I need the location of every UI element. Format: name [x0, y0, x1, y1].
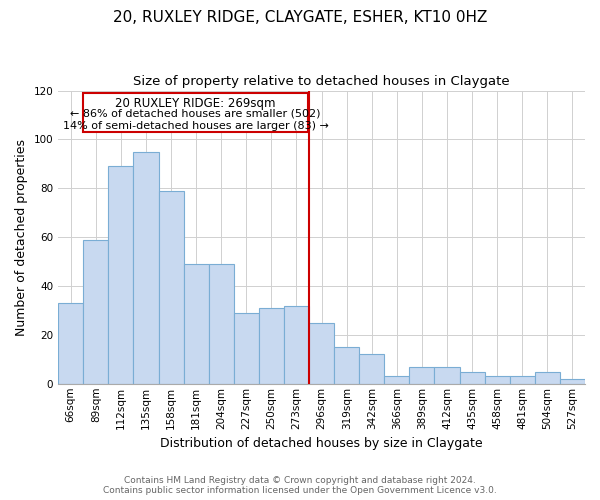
Bar — [83, 240, 109, 384]
Bar — [510, 376, 535, 384]
Y-axis label: Number of detached properties: Number of detached properties — [15, 138, 28, 336]
Bar — [560, 379, 585, 384]
Bar — [209, 264, 234, 384]
FancyBboxPatch shape — [83, 93, 308, 132]
Text: 14% of semi-detached houses are larger (83) →: 14% of semi-detached houses are larger (… — [62, 121, 328, 131]
Bar — [385, 376, 409, 384]
Bar — [409, 366, 434, 384]
Bar — [184, 264, 209, 384]
Text: Contains HM Land Registry data © Crown copyright and database right 2024.
Contai: Contains HM Land Registry data © Crown c… — [103, 476, 497, 495]
Bar — [133, 152, 158, 384]
Bar — [460, 372, 485, 384]
Text: ← 86% of detached houses are smaller (502): ← 86% of detached houses are smaller (50… — [70, 109, 321, 119]
Text: 20, RUXLEY RIDGE, CLAYGATE, ESHER, KT10 0HZ: 20, RUXLEY RIDGE, CLAYGATE, ESHER, KT10 … — [113, 10, 487, 25]
Bar — [234, 313, 259, 384]
Bar — [309, 322, 334, 384]
Bar — [58, 303, 83, 384]
Title: Size of property relative to detached houses in Claygate: Size of property relative to detached ho… — [133, 75, 510, 88]
Bar — [334, 347, 359, 384]
Bar — [109, 166, 133, 384]
Bar — [535, 372, 560, 384]
Text: 20 RUXLEY RIDGE: 269sqm: 20 RUXLEY RIDGE: 269sqm — [115, 96, 276, 110]
Bar — [259, 308, 284, 384]
Bar — [158, 190, 184, 384]
X-axis label: Distribution of detached houses by size in Claygate: Distribution of detached houses by size … — [160, 437, 483, 450]
Bar — [434, 366, 460, 384]
Bar — [359, 354, 385, 384]
Bar — [284, 306, 309, 384]
Bar — [485, 376, 510, 384]
